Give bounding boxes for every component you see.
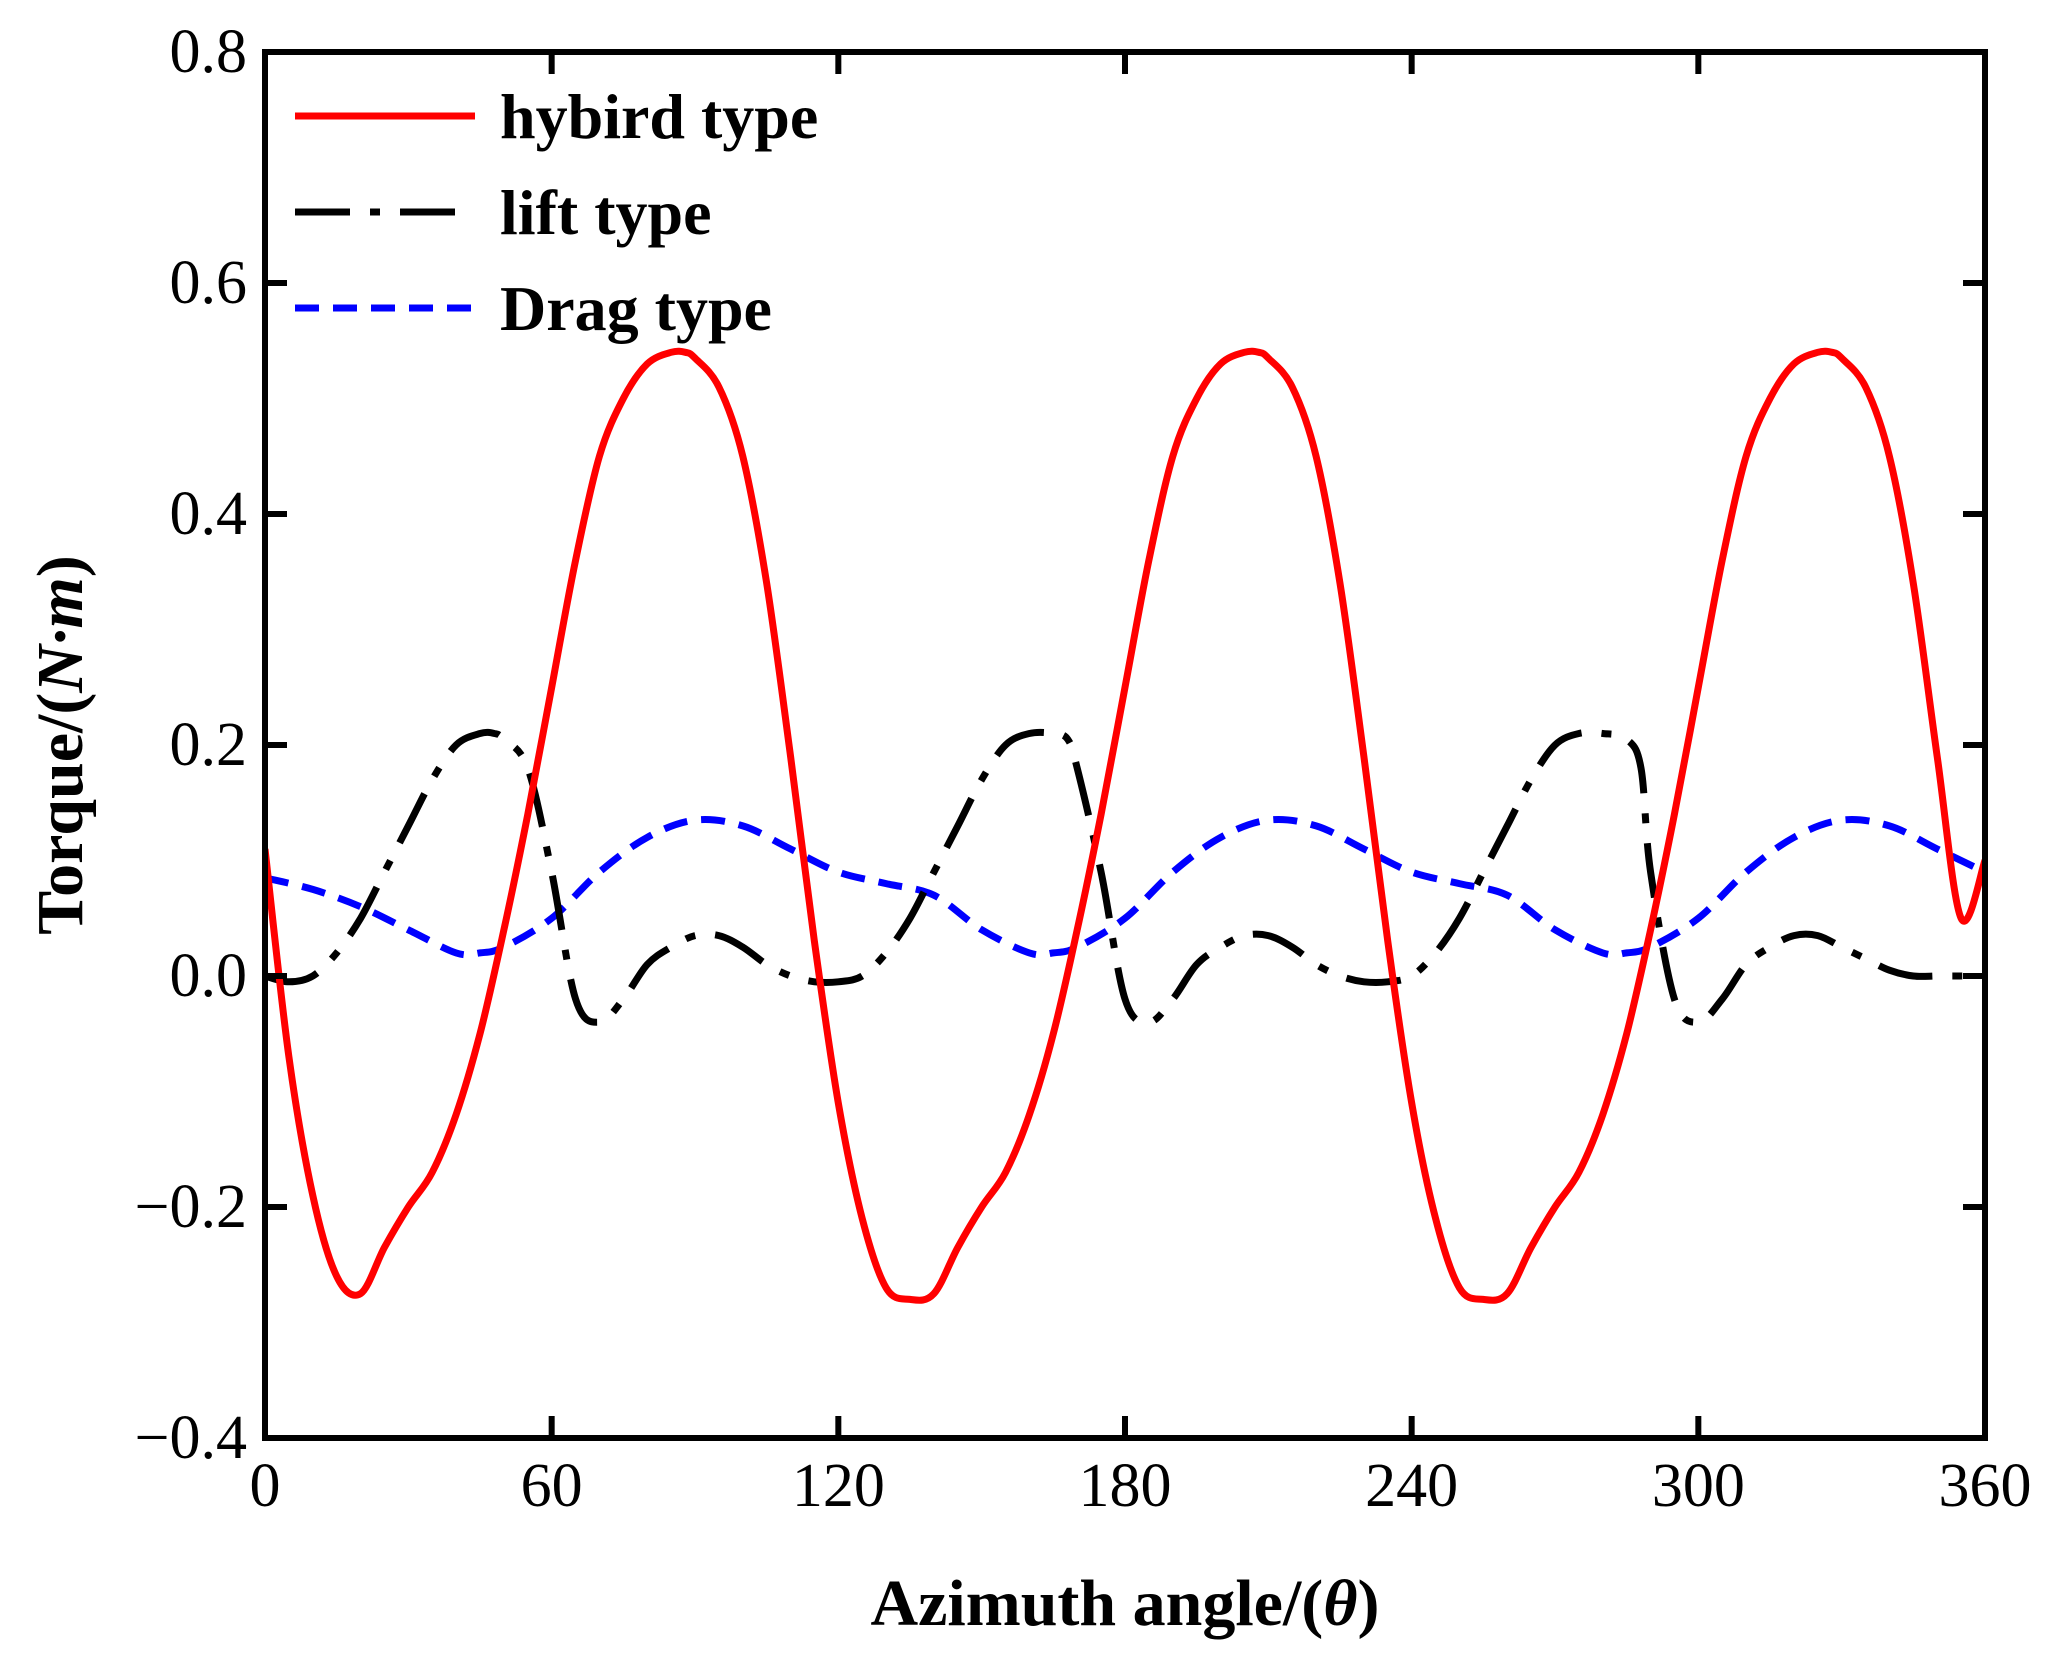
- x-tick-label: 180: [1079, 1452, 1172, 1520]
- y-tick-label: 0.6: [170, 249, 248, 317]
- tick-layer: 0 60 120 180 240 300 360 −0.4 −0.2 0.0 0.2 0.4 0.6 0.…: [135, 18, 2032, 1520]
- x-tick-label: 60: [521, 1452, 583, 1520]
- x-axis-title-prefix: Azimuth angle/(: [870, 1567, 1323, 1640]
- y-axis-title-suffix: ): [24, 555, 97, 577]
- x-axis-title: Azimuth angle/(θ): [870, 1567, 1379, 1640]
- x-tick-label: 360: [1939, 1452, 2032, 1520]
- x-tick-label: 0: [250, 1452, 281, 1520]
- series-line-hybird-type: [265, 347, 1985, 1304]
- x-tick-label: 300: [1652, 1452, 1745, 1520]
- series-line-lift-type: [265, 728, 1985, 1026]
- legend-label: lift type: [500, 177, 712, 248]
- x-tick-label: 120: [792, 1452, 885, 1520]
- legend: hybird type lift type Drag type: [295, 81, 818, 344]
- x-tick-label: 240: [1365, 1452, 1458, 1520]
- y-tick-label: 0.2: [170, 711, 248, 779]
- series-layer: [265, 347, 1985, 1304]
- y-tick-label: −0.4: [135, 1404, 247, 1472]
- y-axis-title-unit: N·m: [24, 577, 97, 694]
- y-tick-label: 0.0: [170, 942, 248, 1010]
- x-axis-title-symbol: θ: [1323, 1567, 1357, 1640]
- y-tick-label: 0.8: [170, 18, 248, 86]
- y-axis-title: Torque/(N·m): [24, 555, 97, 935]
- y-tick-label: −0.2: [135, 1173, 247, 1241]
- legend-label: Drag type: [500, 273, 772, 344]
- series-line-drag-type: [265, 816, 1985, 959]
- x-axis-title-suffix: ): [1358, 1567, 1380, 1640]
- y-tick-label: 0.4: [170, 480, 248, 548]
- legend-label: hybird type: [500, 81, 818, 152]
- y-axis-title-prefix: Torque/(: [24, 693, 97, 935]
- plot-frame: [262, 49, 1988, 1441]
